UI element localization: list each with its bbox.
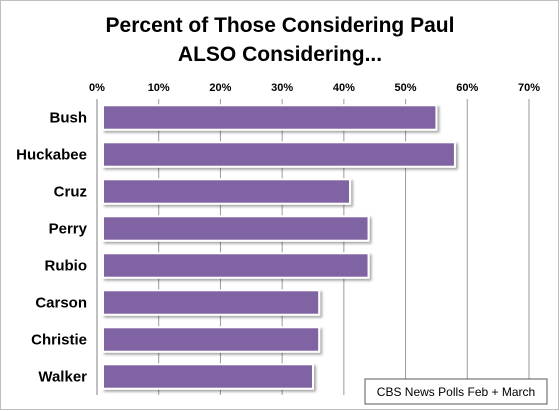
category-label-walker: Walker [38,369,87,386]
category-label-bush: Bush [50,110,88,127]
chart-title-line-2: ALSO Considering... [178,43,382,66]
x-tick-label: 40% [333,82,355,94]
category-labels: Bush Huckabee Cruz Perry Rubio Carson Christie… [16,110,88,386]
chart-title-line-1: Percent of Those Considering Paul [106,14,455,37]
bar-walker [102,363,314,390]
x-tick-label: 0% [89,82,105,94]
x-tick-label: 60% [456,82,478,94]
category-label-perry: Perry [49,221,88,238]
category-label-huckabee: Huckabee [16,147,87,164]
bar-rubio [102,252,370,279]
source-note: CBS News Polls Feb + March [377,385,535,399]
bar-perry [102,215,370,242]
x-tick-label: 70% [518,82,540,94]
source-note-box [364,378,548,405]
bar-bush [102,104,438,131]
x-tick-label: 20% [209,82,231,94]
bar-christie [102,326,321,353]
bar-huckabee [102,141,456,168]
category-label-cruz: Cruz [54,184,87,201]
category-label-rubio: Rubio [45,258,88,275]
x-axis-tick-labels: 0% 10% 20% 30% 40% 50% 60% 70% [89,82,540,94]
x-tick-label: 50% [395,82,417,94]
bar-cruz [102,178,352,205]
x-tick-label: 10% [148,82,170,94]
category-label-christie: Christie [31,332,87,349]
bar-carson [102,289,321,316]
bars [102,104,456,390]
category-label-carson: Carson [35,295,87,312]
x-tick-label: 30% [271,82,293,94]
